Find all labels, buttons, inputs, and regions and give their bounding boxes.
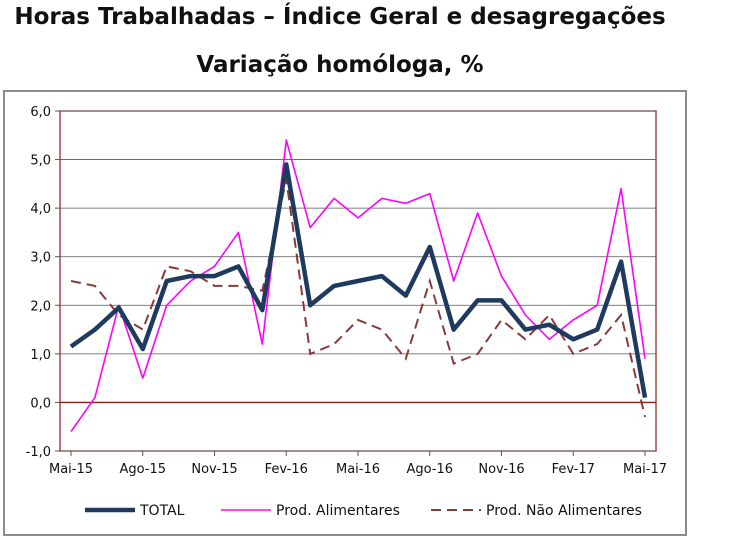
x-tick-label: Fev-16 — [265, 462, 308, 477]
legend-label-prod-alimentares: Prod. Alimentares — [276, 503, 400, 519]
series-line-prod-alimentares — [70, 139, 646, 433]
y-tick-label: -1,0 — [26, 445, 51, 460]
x-tick-label: Nov-16 — [478, 462, 524, 477]
chart-title: Horas Trabalhadas – Índice Geral e desag… — [14, 4, 666, 30]
y-tick-label: 5,0 — [30, 154, 51, 169]
series-line-prod-n-o-alimentares — [70, 178, 646, 418]
line-chart: -1,0 0,0 1,0 2,0 3,0 4,0 5,0 6,0 Mai-15 Ago-15 Nov… — [26, 105, 667, 519]
y-tick-label: 0,0 — [30, 396, 51, 411]
x-tick-label: Ago-15 — [119, 462, 166, 477]
x-tick-label: Ago-16 — [406, 462, 453, 477]
x-tick-label: Nov-15 — [191, 462, 237, 477]
y-tick-label: 3,0 — [30, 251, 51, 266]
series-line-total — [69, 162, 648, 398]
y-tick-label: 4,0 — [30, 202, 51, 217]
y-tick-label: 2,0 — [30, 299, 51, 314]
chart-frame: -1,0 0,0 1,0 2,0 3,0 4,0 5,0 6,0 Mai-15 Ago-15 Nov… — [3, 90, 687, 536]
x-tick-label: Mai-15 — [49, 462, 93, 477]
y-tick-label: 6,0 — [30, 105, 51, 120]
x-tick-label: Mai-16 — [336, 462, 380, 477]
x-tick-label: Mai-17 — [623, 462, 667, 477]
y-tick-label: 1,0 — [30, 348, 51, 363]
legend-label-prod-n-o-alimentares: Prod. Não Alimentares — [486, 503, 642, 519]
chart-subtitle: Variação homóloga, % — [196, 52, 484, 78]
x-tick-label: Fev-17 — [552, 462, 595, 477]
legend-label-total: TOTAL — [139, 503, 185, 519]
